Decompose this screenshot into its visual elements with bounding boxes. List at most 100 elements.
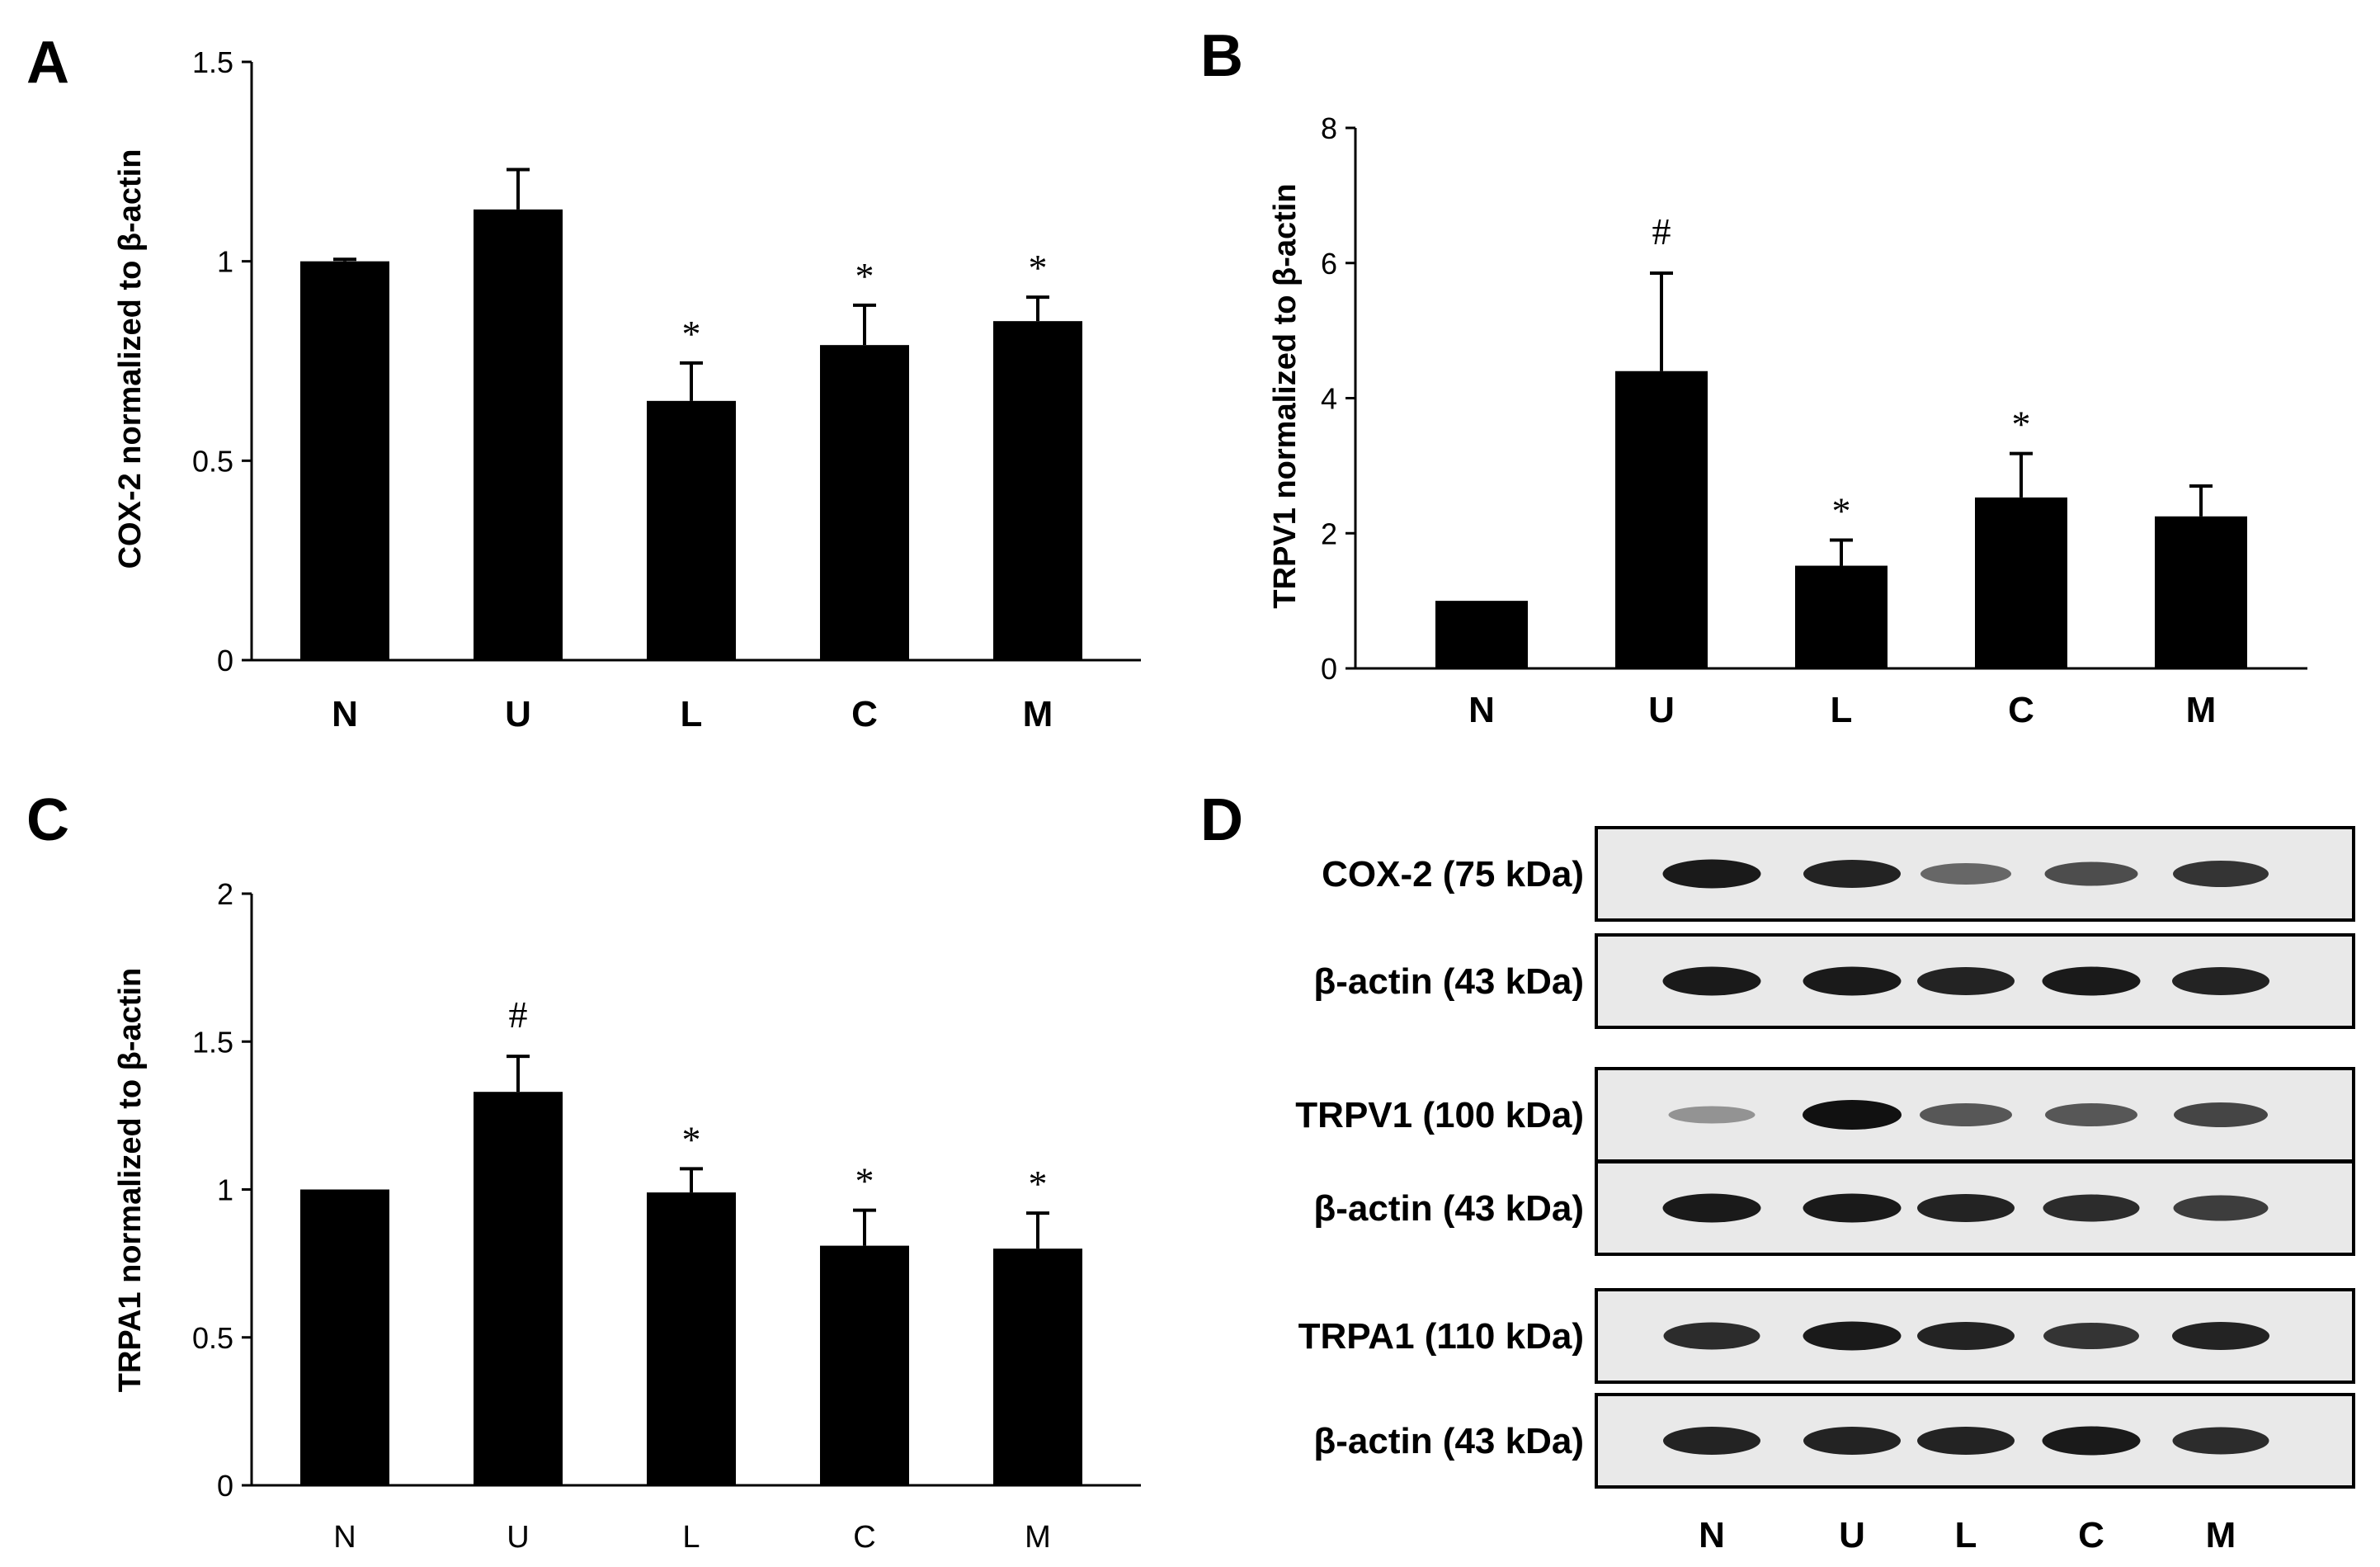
significance-c-C: * <box>855 1160 874 1202</box>
y-axis-title-b: TRPV1 normalized to β-actin <box>1268 183 1303 608</box>
chart-cox2: COX-2 normalized to β-actin 0 0.5 1 1.5 N U * L… <box>113 45 1141 734</box>
category-label-b-L: L <box>1831 690 1853 730</box>
bar-a-U <box>474 209 563 661</box>
blot-band-3-C <box>2045 1103 2137 1126</box>
category-label-c-L: L <box>682 1520 700 1555</box>
blot-band-1-U <box>1803 860 1901 888</box>
blot-band-5-N <box>1663 1322 1760 1350</box>
category-label-c-C: C <box>853 1520 875 1555</box>
bar-c-L <box>647 1192 736 1485</box>
bar-a-L <box>647 400 736 660</box>
blot-band-6-L <box>1917 1427 2015 1455</box>
significance-a-M: * <box>1029 247 1048 289</box>
blot-band-2-L <box>1917 967 2015 995</box>
blot-band-5-U <box>1803 1321 1902 1351</box>
blot-label-3: TRPV1 (100 kDa) <box>1295 1095 1584 1135</box>
category-label-a-M: M <box>1023 694 1053 734</box>
category-label-a-C: C <box>851 694 878 734</box>
blot-lane-label-L: L <box>1955 1515 1977 1555</box>
y-tick-label-b: 4 <box>1321 382 1337 416</box>
blot-band-4-N <box>1662 1193 1761 1223</box>
blot-band-2-N <box>1662 966 1761 996</box>
blot-band-5-L <box>1917 1322 2015 1350</box>
blot-label-6: β-actin (43 kDa) <box>1313 1421 1584 1461</box>
blot-band-5-M <box>2172 1322 2269 1350</box>
y-tick-label-b: 2 <box>1321 517 1337 550</box>
y-tick-label-c: 1 <box>217 1173 233 1207</box>
significance-b-L: * <box>1832 489 1851 531</box>
chart-trpv1: TRPV1 normalized to β-actin 0 2 4 6 8 N # U * L * C… <box>1268 111 2307 730</box>
blot-band-3-L <box>1920 1103 2012 1126</box>
blot-lane-label-C: C <box>2078 1515 2104 1555</box>
blot-label-1: COX-2 (75 kDa) <box>1322 854 1584 894</box>
bar-b-M <box>2155 516 2247 668</box>
panel-letter-c: C <box>26 787 69 853</box>
category-label-b-N: N <box>1468 690 1495 730</box>
bar-c-N <box>300 1189 389 1485</box>
category-label-c-M: M <box>1025 1520 1051 1555</box>
bar-a-N <box>300 261 389 660</box>
bar-b-C <box>1975 497 2067 668</box>
bar-c-M <box>993 1248 1082 1485</box>
y-tick-label-a: 0 <box>217 644 233 677</box>
blot-lane-label-M: M <box>2206 1515 2236 1555</box>
category-label-c-U: U <box>507 1520 529 1555</box>
blot-band-4-U <box>1803 1193 1902 1223</box>
bar-b-L <box>1795 565 1888 668</box>
category-label-c-N: N <box>333 1520 356 1555</box>
blot-label-4: β-actin (43 kDa) <box>1313 1188 1584 1229</box>
blot-label-2: β-actin (43 kDa) <box>1313 961 1584 1002</box>
blot-lane-label-U: U <box>1839 1515 1865 1555</box>
blot-lane-label-N: N <box>1699 1515 1725 1555</box>
significance-b-U: # <box>1652 210 1671 253</box>
category-label-a-U: U <box>505 694 531 734</box>
blot-band-6-N <box>1663 1427 1760 1455</box>
y-tick-label-b: 8 <box>1321 111 1337 145</box>
significance-b-C: * <box>2012 404 2031 446</box>
blot-band-6-M <box>2172 1427 2269 1455</box>
category-label-b-U: U <box>1648 690 1675 730</box>
bar-a-C <box>820 345 909 660</box>
bar-a-M <box>993 321 1082 660</box>
blot-band-1-N <box>1662 859 1761 889</box>
bar-c-U <box>474 1092 563 1485</box>
blot-band-2-C <box>2042 966 2141 996</box>
blot-band-2-M <box>2172 967 2269 995</box>
y-axis-title-c: TRPA1 normalized to β-actin <box>113 968 148 1392</box>
y-tick-label-c: 2 <box>217 877 233 911</box>
blot-band-4-L <box>1917 1194 2015 1222</box>
chart-trpa1: TRPA1 normalized to β-actin 0 0.5 1 1.5 2 N # U… <box>113 877 1141 1555</box>
western-blot: COX-2 (75 kDa) β-actin (43 kDa) TRPV1 (100… <box>1295 826 2355 1555</box>
blot-band-1-C <box>2044 861 2138 886</box>
significance-a-L: * <box>682 313 701 355</box>
y-axis-title-a: COX-2 normalized to β-actin <box>113 149 148 569</box>
y-tick-label-b: 6 <box>1321 247 1337 281</box>
significance-c-L: * <box>682 1118 701 1160</box>
y-tick-label-c: 1.5 <box>192 1025 233 1059</box>
significance-c-U: # <box>509 994 528 1036</box>
category-label-b-M: M <box>2186 690 2217 730</box>
y-tick-label-a: 1.5 <box>192 45 233 79</box>
bar-b-U <box>1615 371 1708 668</box>
y-tick-label-c: 0 <box>217 1469 233 1503</box>
category-label-a-L: L <box>681 694 703 734</box>
category-label-b-C: C <box>2008 690 2034 730</box>
blot-band-3-M <box>2174 1102 2268 1127</box>
y-tick-label-a: 0.5 <box>192 444 233 478</box>
blot-band-4-C <box>2043 1194 2140 1222</box>
blot-band-1-L <box>1920 863 2011 885</box>
panel-letter-d: D <box>1200 787 1243 853</box>
significance-a-C: * <box>855 255 874 297</box>
y-tick-label-a: 1 <box>217 245 233 279</box>
panel-letter-b: B <box>1200 23 1243 89</box>
blot-label-5: TRPA1 (110 kDa) <box>1298 1316 1584 1357</box>
blot-band-4-M <box>2173 1195 2269 1221</box>
panel-letter-a: A <box>26 30 69 96</box>
blot-band-3-N <box>1668 1106 1756 1124</box>
bar-c-C <box>820 1245 909 1485</box>
bar-b-N <box>1435 601 1528 668</box>
blot-band-6-U <box>1803 1427 1901 1455</box>
category-label-a-N: N <box>332 694 358 734</box>
y-tick-label-b: 0 <box>1321 652 1337 686</box>
